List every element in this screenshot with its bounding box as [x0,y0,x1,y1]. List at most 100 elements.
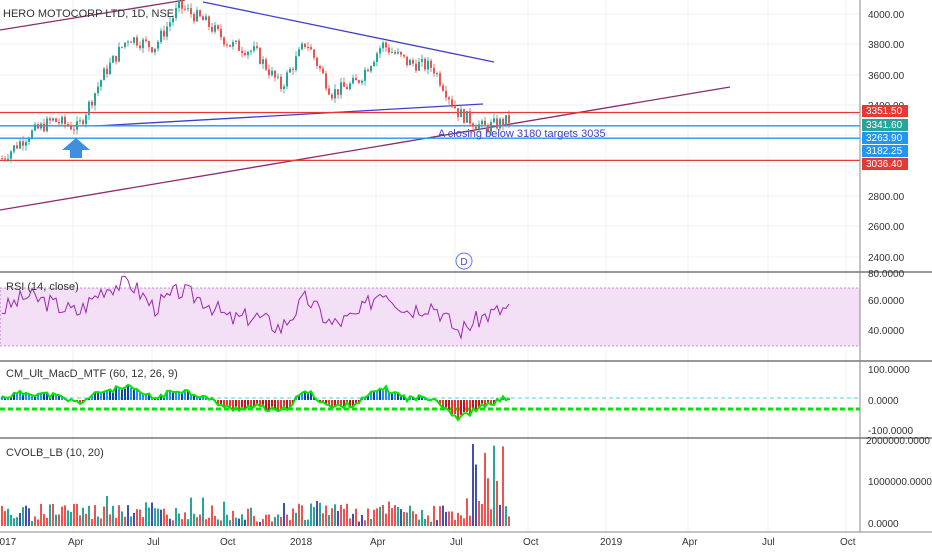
macd-bar [142,395,144,400]
macd-bar [235,400,237,407]
candle-body [319,66,321,69]
macd-panel-label[interactable]: CM_Ult_MacD_MTF (60, 12, 26, 9) [6,368,178,380]
macd-bar [127,386,129,400]
candle-body [34,124,36,130]
rsi-axis[interactable]: 80.0000 60.0000 40.0000 [868,269,905,337]
candle-body [358,80,360,82]
volume-bar [355,509,357,526]
candle-body [322,68,324,73]
candle-body [43,124,45,132]
vol-panel-label[interactable]: CVOLB_LB (10, 20) [6,447,104,459]
volume-bar [31,521,33,526]
candle-body [325,73,327,88]
volume-bar [412,511,414,526]
macd-bar [172,393,174,400]
dividend-marker-label: D [460,257,467,268]
volume-bar [199,515,201,526]
macd-tick: 0.0000 [868,396,899,407]
volume-bar [211,505,213,526]
candle-body [433,68,435,74]
time-tick: 2019 [600,537,623,548]
macd-bar [25,394,27,400]
macd-bar [229,400,231,407]
volume-bar [124,517,126,526]
volume-bar [439,506,441,526]
candle-body [301,44,303,50]
badge-3341-label: 3341.60 [866,120,903,131]
volume-bar [394,505,396,526]
chart-annotation[interactable]: A closing below 3180 targets 3035 [438,128,606,140]
macd-bar [175,392,177,400]
candle-body [118,47,120,62]
volume-bar [298,504,300,526]
candle-body [157,42,159,49]
candle-body [313,50,315,58]
candle-body [196,10,198,21]
macd-bar [133,390,135,400]
candle-body [124,43,126,47]
volume-bar [283,503,285,526]
candle-body [214,25,216,32]
candle-body [277,77,279,78]
candle-body [217,25,219,29]
volume-bar [409,506,411,526]
volume-bar [430,522,432,526]
volume-bar [1,506,3,526]
volume-bar [418,520,420,526]
time-tick: 2017 [0,537,17,548]
candle-body [466,111,468,123]
candle-body [316,58,318,66]
rsi-panel-label[interactable]: RSI (14, close) [6,281,79,293]
volume-bar [295,513,297,526]
volume-bar [34,516,36,526]
price-tick: 3600.00 [868,71,905,82]
macd-bar [190,395,192,400]
volume-bar [247,509,249,526]
candle-body [352,78,354,84]
candle-body [76,121,78,130]
volume-bar [376,508,378,526]
volume-bar [229,520,231,526]
candle-body [88,102,90,115]
volume-bar [445,512,447,526]
volume-bar [16,517,18,526]
volume-bar [493,446,495,526]
dividend-marker[interactable]: D [456,253,472,269]
candle-body [265,59,267,69]
volume-bar [274,517,276,526]
macd-bar [250,400,252,406]
macd-bar [388,394,390,400]
candle-body [37,124,39,128]
candle-body [403,55,405,57]
volume-bar [136,509,138,526]
badge-3182-label: 3182.25 [866,146,903,157]
candle-body [355,78,357,80]
price-tick: 2800.00 [868,192,905,203]
volume-bar [505,506,507,526]
candle-body [211,27,213,32]
volume-bar [202,498,204,526]
chart-title[interactable]: HERO MOTOCORP LTD, 1D, NSE [3,8,174,20]
macd-bar [103,392,105,400]
candle-body [418,62,420,71]
volume-bar [85,514,87,526]
time-tick: Apr [68,537,84,548]
volume-bar [157,509,159,526]
candle-body [106,68,108,74]
candle-body [349,83,351,89]
volume-bar [142,517,144,526]
volume-bar [406,513,408,526]
macd-bar [394,393,396,400]
volume-bar [286,515,288,526]
candle-body [46,118,48,131]
volume-bar [382,505,384,526]
candle-body [169,22,171,26]
volume-bar [271,521,273,526]
candle-body [274,71,276,78]
candle-body [31,130,33,138]
candle-body [130,42,132,43]
volume-bar [70,512,72,526]
volume-bar [403,512,405,526]
